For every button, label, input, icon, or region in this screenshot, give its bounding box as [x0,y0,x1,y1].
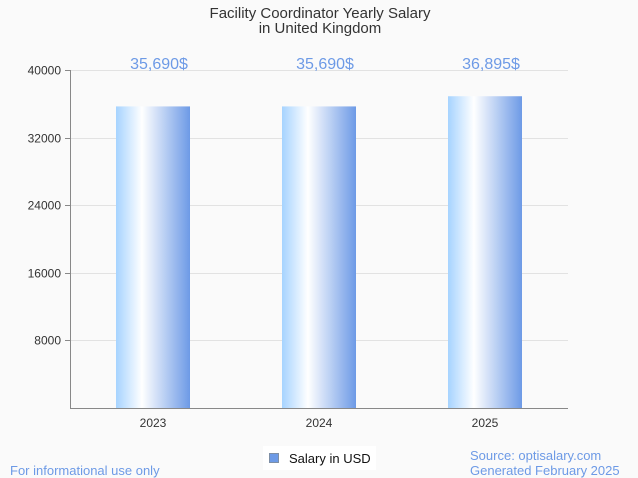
bar-2023 [116,106,190,409]
data-label: 35,690$ [296,56,354,73]
legend-label: Salary in USD [289,450,371,466]
y-tick-label: 8000 [34,334,61,348]
chart-title-line1: Facility Coordinator Yearly Salary [210,5,431,22]
bar-2025 [448,96,522,409]
y-tick-label: 24000 [28,199,62,213]
legend[interactable]: Salary in USD [263,446,376,470]
y-tick-label: 32000 [28,132,62,146]
source-text: Source: optisalary.com [470,448,602,463]
y-tick-label: 16000 [28,267,62,281]
bar-2024 [282,106,356,409]
data-label: 35,690$ [130,56,188,73]
chart-title-line2: in United Kingdom [259,20,382,37]
x-tick-label: 2024 [306,416,333,430]
generated-text: Generated February 2025 [470,463,620,478]
disclaimer-text: For informational use only [10,463,160,478]
legend-swatch-icon [269,453,279,463]
y-tick-label: 40000 [28,64,62,78]
data-label: 36,895$ [462,56,520,73]
x-tick-label: 2023 [140,416,167,430]
x-tick-label: 2025 [472,416,499,430]
